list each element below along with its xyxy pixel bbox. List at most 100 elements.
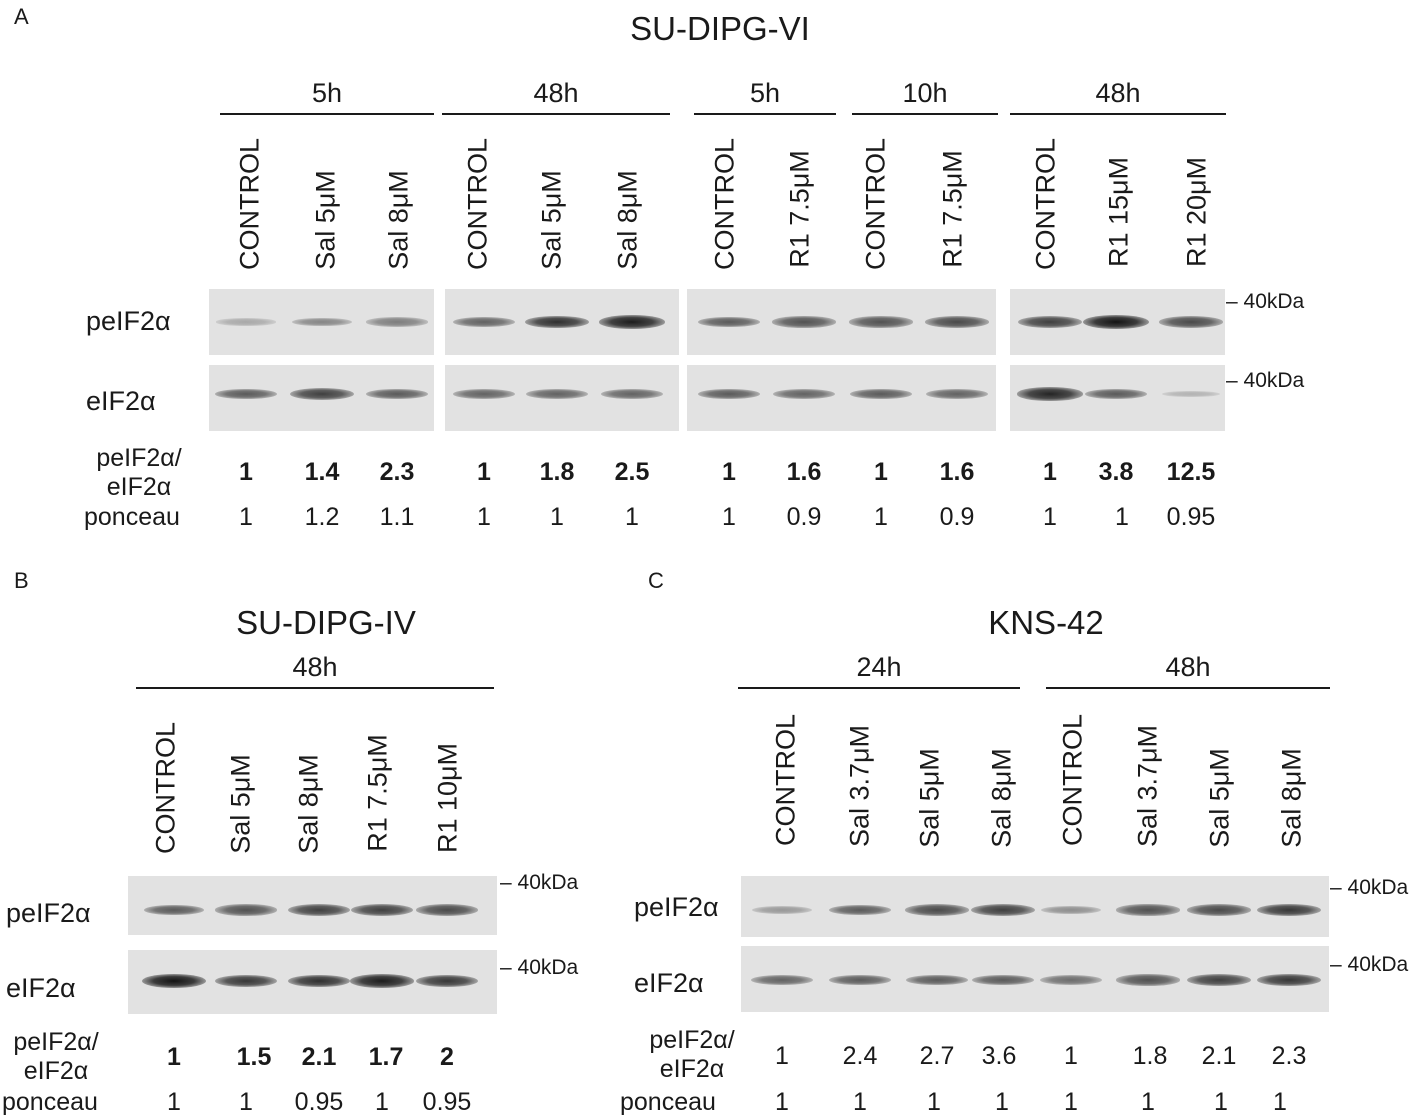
ponceau-value: 1	[375, 1088, 389, 1116]
lane-label: R1 10μM	[432, 742, 463, 854]
marker-label: – 40kDa	[500, 871, 579, 894]
blot-band	[828, 974, 892, 986]
row-label-peif2a: peIF2α	[86, 306, 171, 336]
blot-band	[215, 904, 277, 916]
row-label-peif2a: peIF2α	[634, 892, 719, 922]
lane-label: CONTROL	[234, 137, 265, 271]
lane-label: Sal 5μM	[536, 170, 567, 270]
blot-band	[366, 317, 428, 327]
panel-label-a: A	[14, 4, 29, 29]
blot-band	[214, 974, 278, 988]
blot-band	[1017, 387, 1083, 401]
lane-label: R1 7.5μM	[362, 734, 393, 852]
blot-band	[752, 906, 812, 914]
blot-band	[1187, 904, 1251, 916]
ratio-value: 2.5	[614, 458, 650, 486]
lane-label: CONTROL	[709, 137, 740, 271]
panel-c-group-1: 24h	[738, 652, 1020, 689]
blot-band	[351, 904, 413, 916]
blot-band	[905, 974, 969, 986]
panel-b-group-1: 48h	[136, 652, 494, 689]
ratio-value: 1.8	[1132, 1042, 1168, 1070]
ratio-value: 1	[874, 458, 888, 486]
blot-band	[452, 388, 516, 400]
row-label-ponceau: ponceau	[84, 503, 180, 531]
blot-band	[925, 316, 989, 328]
ponceau-value: 0.95	[294, 1088, 344, 1116]
ponceau-value: 1	[167, 1088, 181, 1116]
blot-band	[1116, 974, 1180, 986]
lane-label: CONTROL	[1030, 137, 1061, 271]
ratio-value: 1.6	[939, 458, 975, 486]
blot-band	[1084, 388, 1148, 400]
blot-band	[350, 974, 414, 988]
lane-label: Sal 5μM	[1204, 748, 1235, 848]
blot-band	[143, 904, 205, 916]
blot-band	[1187, 974, 1251, 986]
ratio-value: 2.4	[842, 1042, 878, 1070]
blot-band	[1256, 903, 1322, 917]
marker-label: – 40kDa	[1226, 290, 1305, 313]
ratio-value: 1	[239, 458, 253, 486]
blot-band	[1159, 316, 1223, 328]
blot-band	[525, 388, 589, 400]
ponceau-value: 1	[874, 503, 888, 531]
blot-band	[925, 388, 989, 400]
panel-a-group-4: 10h	[852, 78, 998, 115]
lane-label: CONTROL	[462, 137, 493, 271]
ponceau-value: 1	[853, 1088, 867, 1116]
blot-band	[772, 316, 836, 328]
ratio-value: 2.3	[379, 458, 415, 486]
lane-label: R1 7.5μM	[937, 150, 968, 268]
blot-band	[415, 974, 479, 988]
lane-label: Sal 3.7μM	[1132, 724, 1163, 848]
blot-band	[287, 974, 351, 988]
row-label-eif2a: eIF2α	[86, 386, 156, 416]
row-label-peif2a: peIF2α	[6, 898, 91, 928]
blot-band	[1040, 905, 1102, 915]
panel-a-group-3: 5h	[694, 78, 836, 115]
ponceau-value: 1	[775, 1088, 789, 1116]
blot-band	[849, 388, 913, 400]
marker-label: – 40kDa	[1226, 369, 1305, 392]
ratio-value: 2.1	[301, 1043, 337, 1071]
blot-band	[772, 388, 836, 400]
ponceau-value: 1.1	[379, 503, 415, 531]
blot-band	[971, 904, 1035, 916]
ratio-value: 2.7	[919, 1042, 955, 1070]
row-label-ponceau: ponceau	[620, 1088, 716, 1116]
row-label-eif2a: eIF2α	[6, 973, 76, 1003]
panel-b-title: SU-DIPG-IV	[236, 604, 416, 641]
blot-band	[600, 388, 664, 400]
panel-label-c: C	[648, 568, 664, 593]
ponceau-value: 0.9	[786, 503, 822, 531]
panel-a-group-2: 48h	[442, 78, 670, 115]
ponceau-value: 1	[625, 503, 639, 531]
ratio-value: 1	[1043, 458, 1057, 486]
blot-band	[849, 316, 913, 328]
blot-band	[971, 974, 1035, 986]
row-label-ratio: peIF2α/eIF2α	[649, 1026, 735, 1083]
lane-label: Sal 8μM	[383, 170, 414, 270]
blot-band	[290, 388, 354, 400]
blot-band	[697, 316, 761, 328]
ponceau-value: 1	[550, 503, 564, 531]
blot-band	[416, 904, 478, 916]
ponceau-value: 1	[927, 1088, 941, 1116]
row-label-eif2a: eIF2α	[634, 968, 704, 998]
ratio-value: 1.5	[236, 1043, 272, 1071]
ratio-value: 1	[775, 1042, 789, 1070]
ratio-value: 1	[477, 458, 491, 486]
ponceau-value: 1	[1273, 1088, 1287, 1116]
ratio-value: 1.6	[786, 458, 822, 486]
blot-band	[1040, 975, 1102, 985]
row-label-ratio: peIF2α/eIF2α	[13, 1028, 99, 1085]
panel-label-b: B	[14, 568, 29, 593]
ratio-value: 3.8	[1098, 458, 1134, 486]
ratio-value: 1	[167, 1043, 181, 1071]
ponceau-value: 0.95	[422, 1088, 472, 1116]
lane-label: Sal 5μM	[225, 754, 256, 854]
ratio-value: 1.8	[539, 458, 575, 486]
blot-band	[365, 388, 429, 400]
blot-band	[905, 904, 969, 916]
